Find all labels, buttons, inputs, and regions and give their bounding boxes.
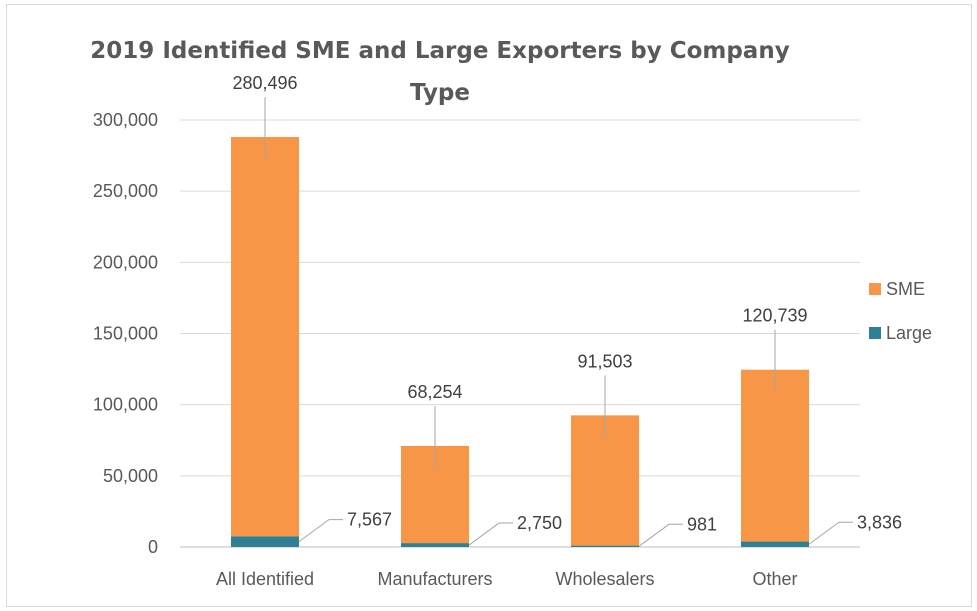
x-category-label: Manufacturers	[377, 569, 492, 589]
bar-sme	[741, 369, 809, 542]
bar-large	[571, 545, 639, 547]
bar-large	[231, 536, 299, 547]
leader-line	[468, 522, 513, 546]
data-label-large: 3,836	[857, 512, 902, 532]
y-tick-label: 50,000	[103, 466, 158, 486]
data-label-sme: 68,254	[407, 382, 462, 402]
bar-large	[401, 543, 469, 547]
legend-swatch	[869, 327, 881, 339]
data-label-large: 981	[687, 514, 717, 534]
x-category-label: All Identified	[216, 569, 314, 589]
data-label-sme: 280,496	[232, 73, 297, 93]
chart-frame	[6, 4, 972, 607]
x-category-label: Other	[752, 569, 797, 589]
bar-large	[741, 541, 809, 547]
legend-swatch	[869, 283, 881, 295]
leader-line	[638, 523, 683, 547]
leader-line	[298, 519, 343, 543]
y-tick-label: 300,000	[93, 110, 158, 130]
x-category-label: Wholesalers	[555, 569, 654, 589]
chart-title: 2019 Identified SME and Large Exporters …	[90, 38, 790, 106]
legend-label: SME	[886, 279, 925, 299]
y-tick-label: 100,000	[93, 395, 158, 415]
data-label-large: 7,567	[347, 510, 392, 530]
bar-sme	[231, 136, 299, 537]
y-tick-label: 150,000	[93, 324, 158, 344]
leader-line	[808, 521, 853, 545]
data-label-large: 2,750	[517, 513, 562, 533]
y-tick-label: 200,000	[93, 252, 158, 272]
legend-label: Large	[886, 323, 932, 343]
y-tick-label: 250,000	[93, 181, 158, 201]
data-label-sme: 120,739	[742, 306, 807, 326]
y-tick-label: 0	[148, 537, 158, 557]
data-label-sme: 91,503	[577, 351, 632, 371]
